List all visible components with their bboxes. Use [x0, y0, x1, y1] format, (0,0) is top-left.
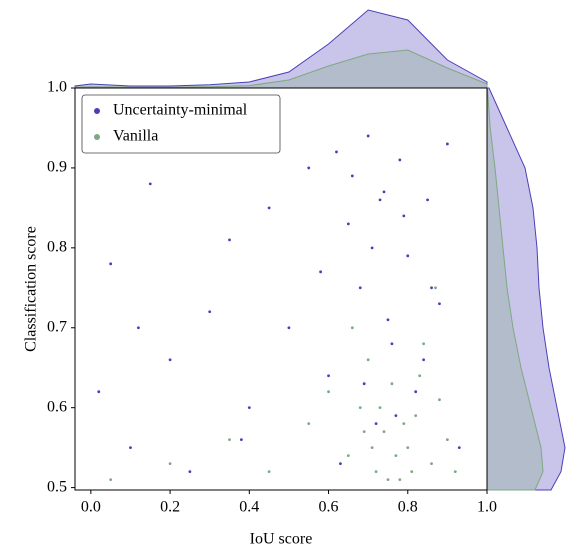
point — [406, 446, 410, 450]
legend-marker — [94, 134, 100, 140]
point — [378, 198, 382, 202]
point — [438, 398, 441, 402]
point — [378, 406, 382, 410]
point — [188, 470, 192, 474]
point — [228, 438, 231, 442]
point — [370, 446, 374, 450]
x-tick-label: 0.4 — [239, 499, 259, 516]
point — [358, 286, 362, 290]
top-kde — [74, 49, 488, 89]
point — [148, 182, 152, 186]
point — [267, 206, 271, 210]
point — [382, 430, 386, 434]
point — [398, 478, 402, 482]
legend-label: Vanilla — [113, 128, 158, 145]
point — [386, 318, 390, 322]
point — [374, 422, 378, 426]
point — [327, 390, 330, 394]
point — [346, 222, 350, 226]
x-tick-label: 0.0 — [81, 499, 101, 516]
point — [422, 358, 426, 362]
x-tick-label: 0.8 — [398, 499, 418, 516]
point — [374, 470, 378, 474]
point — [445, 142, 449, 146]
point — [350, 326, 354, 330]
point — [438, 302, 441, 306]
legend-label: Uncertainty-minimal — [113, 102, 248, 119]
top-kde — [74, 9, 488, 89]
point — [398, 158, 402, 162]
point — [168, 358, 172, 362]
point — [414, 390, 418, 394]
point — [267, 470, 271, 474]
point — [382, 190, 386, 194]
point — [168, 462, 172, 466]
point — [402, 422, 406, 426]
point — [350, 174, 354, 178]
point — [410, 470, 414, 474]
x-tick-label: 0.6 — [319, 499, 339, 516]
point — [386, 478, 390, 482]
point — [390, 342, 394, 346]
point — [97, 390, 101, 394]
point — [247, 406, 251, 410]
x-axis-label: IoU score — [250, 531, 313, 548]
point — [370, 246, 374, 250]
point — [362, 430, 366, 434]
point — [327, 374, 330, 378]
plot-area — [74, 87, 488, 491]
point — [335, 150, 338, 154]
point — [307, 422, 311, 426]
point — [208, 310, 212, 314]
right-kde — [486, 87, 566, 491]
legend-marker — [94, 108, 100, 114]
x-tick-label: 0.2 — [160, 499, 180, 516]
y-tick-label: 0.5 — [47, 478, 67, 495]
point — [453, 470, 457, 474]
point — [390, 382, 394, 386]
point — [430, 462, 433, 466]
y-tick-label: 0.9 — [47, 159, 67, 176]
point — [430, 286, 433, 290]
point — [346, 454, 350, 458]
x-tick-label: 1.0 — [477, 499, 497, 516]
legend-box — [81, 94, 281, 154]
legend: Uncertainty-minimal Vanilla — [81, 94, 281, 154]
point — [414, 414, 418, 418]
y-tick-label: 1.0 — [47, 79, 67, 96]
point — [319, 270, 323, 274]
point — [362, 382, 366, 386]
point — [339, 462, 342, 466]
point — [366, 358, 370, 362]
point — [366, 134, 370, 138]
point — [426, 198, 429, 202]
y-tick-label: 0.7 — [47, 318, 67, 335]
point — [394, 454, 398, 458]
point — [394, 414, 398, 418]
point — [287, 326, 291, 330]
point — [422, 342, 426, 346]
point — [418, 374, 422, 378]
point — [434, 286, 437, 290]
point — [136, 326, 140, 330]
point — [307, 166, 311, 170]
right-kde — [486, 87, 544, 491]
point — [228, 238, 231, 242]
point — [239, 438, 243, 442]
y-tick-label: 0.6 — [47, 398, 67, 415]
point — [129, 446, 132, 450]
point — [109, 478, 113, 482]
point — [402, 214, 406, 218]
point — [406, 254, 410, 258]
point — [457, 446, 461, 450]
y-axis-label: Classification score — [23, 226, 40, 352]
point — [445, 438, 449, 442]
point — [109, 262, 113, 266]
point — [358, 406, 362, 410]
y-tick-label: 0.8 — [47, 239, 67, 256]
